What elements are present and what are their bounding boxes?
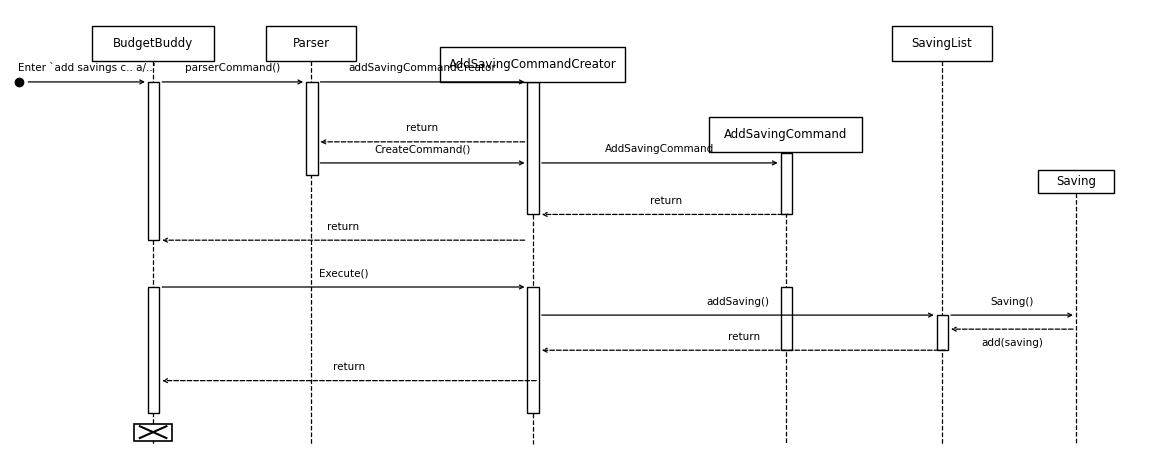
Bar [92,26,214,61]
Bar [527,287,539,414]
Bar [892,26,992,61]
Text: AddSavingCommandCreator: AddSavingCommandCreator [449,58,617,71]
Bar [709,117,862,153]
Bar [780,287,792,350]
Text: CreateCommand(): CreateCommand() [374,145,471,154]
Text: AddSavingCommand: AddSavingCommand [605,145,715,154]
Text: return: return [649,196,681,206]
Bar [527,82,539,214]
Text: Parser: Parser [292,37,330,50]
Text: return: return [406,123,439,133]
Text: Execute(): Execute() [319,268,368,278]
Text: parserCommand(): parserCommand() [185,64,281,73]
Bar [135,424,171,440]
Bar [441,47,625,82]
Text: BudgetBuddy: BudgetBuddy [113,37,193,50]
Text: Saving: Saving [1055,175,1096,188]
Bar [147,82,160,240]
Text: AddSavingCommand: AddSavingCommand [724,128,847,141]
Bar [937,315,948,350]
Text: addSaving(): addSaving() [707,297,769,307]
Bar [266,26,356,61]
Bar [147,287,160,414]
Text: return: return [727,332,760,342]
Text: addSavingCommandCreator: addSavingCommandCreator [349,64,496,73]
Text: Saving(): Saving() [990,297,1034,307]
Text: return: return [333,362,365,372]
Text: return: return [327,222,359,232]
Text: add(saving): add(saving) [981,338,1043,348]
Bar [1038,171,1114,193]
Bar [306,82,318,175]
Bar [780,153,792,214]
Text: SavingList: SavingList [912,37,973,50]
Text: Enter `add savings c.. a/..': Enter `add savings c.. a/..' [18,63,155,73]
